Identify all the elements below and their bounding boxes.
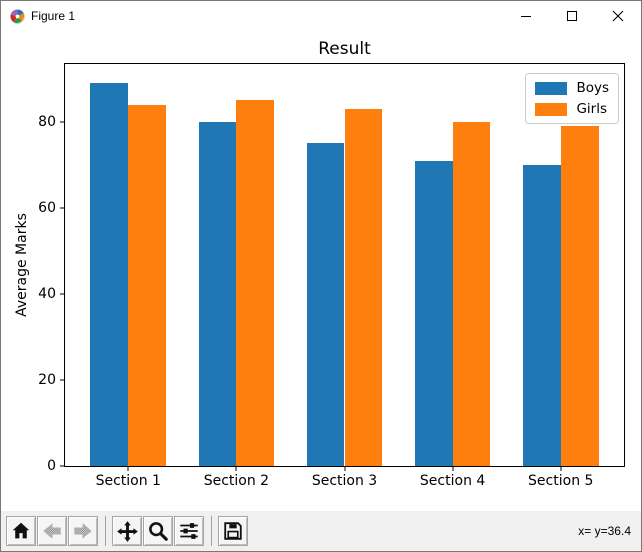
x-tick-label: Section 4: [419, 473, 486, 489]
bar-boys-2: [198, 121, 237, 466]
legend: Boys Girls: [525, 73, 619, 124]
chart-title: Result: [318, 39, 371, 59]
x-tick-mark: [127, 466, 129, 471]
bar-girls-4: [452, 121, 491, 466]
y-tick-label: 40: [38, 285, 56, 302]
plot-area[interactable]: Boys Girls Section 1 Section 2 Section 3 Se…: [38, 63, 625, 489]
minimize-button[interactable]: [503, 1, 549, 31]
home-button[interactable]: [6, 516, 36, 546]
toolbar-separator: [211, 516, 212, 546]
cursor-position-readout: x= y=36.4: [578, 524, 631, 538]
bar-girls-5: [560, 126, 599, 466]
window-title: Figure 1: [31, 9, 76, 23]
y-tick-mark: [60, 465, 65, 467]
x-tick-label: Section 1: [95, 473, 161, 489]
x-tick-mark: [560, 466, 562, 471]
y-tick-mark: [60, 293, 65, 295]
y-tick-mark: [60, 207, 65, 209]
maximize-button[interactable]: [549, 1, 595, 31]
bar-girls-1: [128, 104, 167, 466]
titlebar[interactable]: Figure 1: [1, 1, 641, 31]
pan-button[interactable]: [112, 516, 142, 546]
bar-girls-3: [344, 108, 383, 466]
legend-label: Boys: [576, 80, 609, 96]
caption-buttons: [503, 1, 641, 31]
pan-icon: [116, 520, 138, 542]
bar-boys-1: [90, 83, 129, 466]
close-icon: [612, 10, 624, 22]
maximize-icon: [567, 11, 577, 21]
forward-icon: [74, 523, 92, 539]
x-tick-mark: [452, 466, 454, 471]
y-tick-label: 20: [38, 371, 56, 388]
legend-swatch: [535, 102, 568, 116]
x-tick-label: Section 3: [311, 473, 378, 489]
zoom-icon: [149, 522, 168, 541]
sliders-icon: [180, 523, 198, 539]
y-tick-label: 0: [47, 458, 56, 474]
forward-button[interactable]: [68, 516, 98, 546]
bar-boys-5: [522, 164, 561, 466]
matplotlib-logo-icon: [9, 8, 25, 24]
legend-swatch: [535, 81, 568, 95]
x-tick-mark: [235, 466, 237, 471]
x-tick-mark: [344, 466, 345, 471]
back-button[interactable]: [37, 516, 67, 546]
y-tick-mark: [60, 379, 65, 381]
toolbar-separator: [105, 516, 106, 546]
save-button[interactable]: [218, 516, 248, 546]
back-icon: [43, 523, 61, 539]
y-axis-label: Average Marks: [14, 213, 30, 317]
legend-row: Girls: [535, 101, 609, 117]
save-icon: [224, 522, 242, 540]
bar-girls-2: [236, 100, 275, 466]
navigation-toolbar: x= y=36.4: [1, 511, 641, 551]
minimize-icon: [521, 16, 531, 17]
y-tick-label: 80: [38, 113, 56, 130]
y-tick-mark: [60, 121, 65, 123]
bar-boys-4: [414, 160, 453, 466]
y-tick-label: 60: [38, 199, 56, 216]
x-tick-label: Section 5: [528, 473, 594, 489]
bar-boys-3: [306, 143, 345, 466]
figure-canvas[interactable]: Result Average Marks Boys Girls Section …: [1, 31, 641, 511]
home-icon: [12, 522, 30, 539]
legend-row: Boys: [535, 80, 609, 96]
legend-label: Girls: [576, 101, 607, 117]
close-button[interactable]: [595, 1, 641, 31]
configure-subplots-button[interactable]: [174, 516, 204, 546]
zoom-button[interactable]: [143, 516, 173, 546]
x-tick-label: Section 2: [203, 473, 270, 489]
